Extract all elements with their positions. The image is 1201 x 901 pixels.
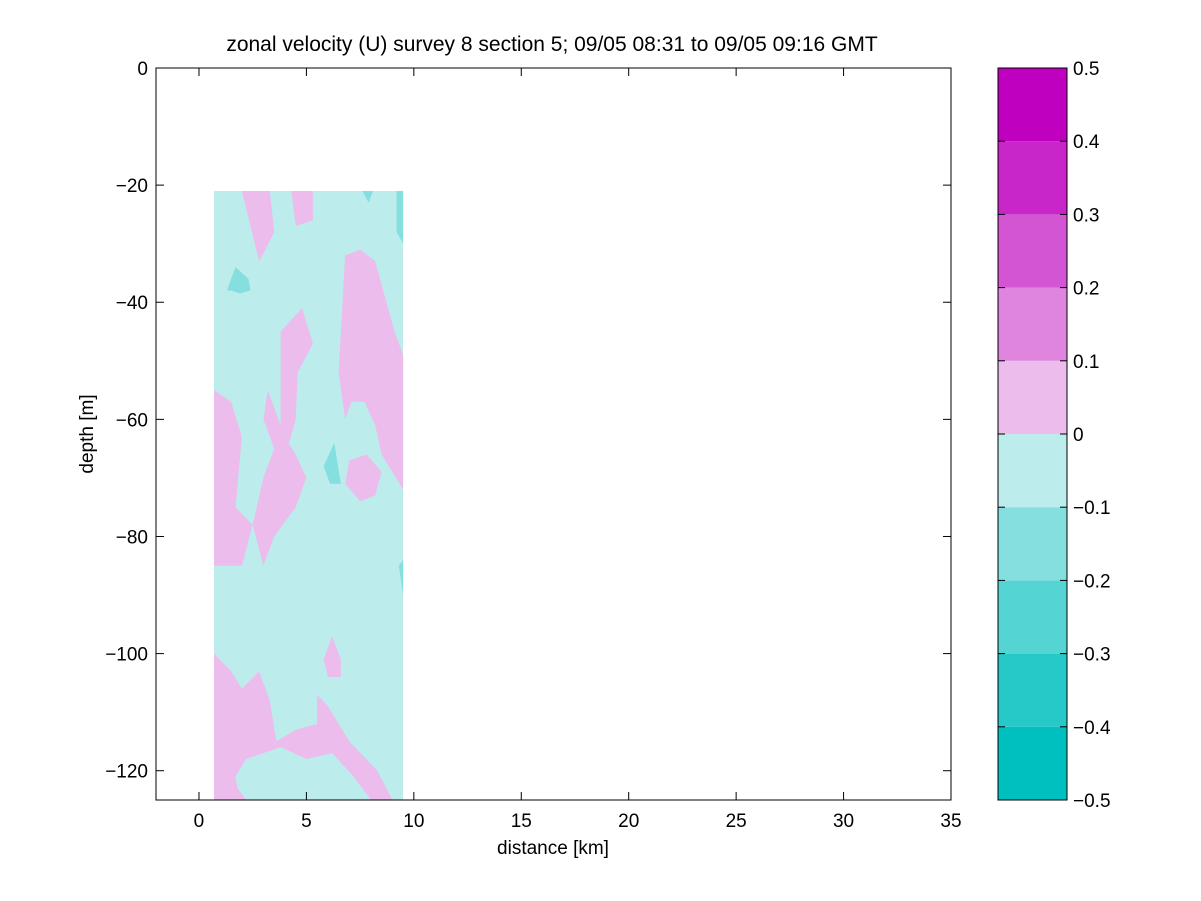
- contour-patch-5: [291, 191, 313, 227]
- y-axis-label: depth [m]: [77, 394, 98, 473]
- colorbar-block: [998, 287, 1067, 361]
- colorbar-blocks: [998, 68, 1067, 800]
- colorbar-tick-label: −0.5: [1073, 791, 1111, 812]
- colorbar-tick-label: −0.2: [1073, 571, 1111, 592]
- y-tick-label: −80: [116, 527, 148, 548]
- colorbar-block: [998, 141, 1067, 215]
- x-axis-ticks: 0 5 10 15 20 25 30 35: [194, 68, 962, 832]
- colorbar-block: [998, 507, 1067, 581]
- x-tick-label: 10: [403, 811, 424, 832]
- colorbar-tick-label: 0: [1073, 425, 1084, 446]
- colorbar-block: [998, 214, 1067, 288]
- colorbar-tick-label: 0.3: [1073, 205, 1099, 226]
- contour-patch-10: [396, 191, 404, 244]
- colorbar-tick-label: −0.3: [1073, 645, 1111, 666]
- contour-patch-6: [323, 636, 341, 677]
- x-tick-label: 35: [940, 811, 961, 832]
- colorbar-tick-label: 0.1: [1073, 352, 1099, 373]
- contour-patch-3: [345, 454, 382, 502]
- colorbar-block: [998, 653, 1067, 727]
- contour-patch-7: [214, 653, 393, 800]
- y-tick-label: −60: [116, 410, 148, 431]
- y-tick-label: 0: [137, 59, 148, 80]
- x-tick-label: 15: [511, 811, 532, 832]
- colorbar-ticks: −0.5 −0.4 −0.3 −0.2 −0.1 0 0.1 0.2 0.3 0.4 0.5: [998, 59, 1111, 812]
- contour-patch-9: [362, 191, 373, 203]
- contour-patch-12: [398, 559, 404, 595]
- y-tick-label: −20: [116, 176, 148, 197]
- contour-patch-8: [226, 267, 251, 294]
- x-tick-label: 25: [726, 811, 747, 832]
- plot-area: 0 5 10 15 20 25 30 35 0 −20 −40 −60 −80 −100 −120: [105, 59, 961, 832]
- plot-frame: [155, 67, 952, 801]
- colorbar-tick-label: −0.1: [1073, 498, 1111, 519]
- contour-patch-1: [280, 308, 313, 443]
- colorbar-block: [998, 434, 1067, 508]
- contour-patch-2: [338, 249, 404, 490]
- x-tick-label: 30: [833, 811, 854, 832]
- colorbar-block: [998, 68, 1067, 142]
- chart-title: zonal velocity (U) survey 8 section 5; 0…: [226, 33, 878, 56]
- colorbar-block: [998, 726, 1067, 800]
- colorbar-tick-label: 0.2: [1073, 279, 1099, 300]
- x-tick-label: 5: [301, 811, 312, 832]
- y-tick-label: −100: [105, 645, 148, 666]
- contour-patch-4: [241, 191, 275, 262]
- colorbar-block: [998, 580, 1067, 654]
- contour-patch-11: [323, 442, 341, 484]
- x-axis-label: distance [km]: [497, 838, 609, 859]
- x-tick-label: 20: [618, 811, 639, 832]
- colorbar-tick-label: 0.4: [1073, 132, 1100, 153]
- y-axis-ticks: 0 −20 −40 −60 −80 −100 −120: [105, 59, 951, 783]
- contour-patches: [214, 191, 404, 800]
- colorbar: −0.5 −0.4 −0.3 −0.2 −0.1 0 0.1 0.2 0.3 0.4 0.5: [997, 59, 1111, 812]
- colorbar-tick-label: −0.4: [1073, 718, 1111, 739]
- colorbar-tick-label: 0.5: [1073, 59, 1099, 80]
- x-tick-label: 0: [194, 811, 205, 832]
- colorbar-block: [998, 360, 1067, 434]
- y-tick-label: −120: [105, 762, 148, 783]
- y-tick-label: −40: [116, 293, 148, 314]
